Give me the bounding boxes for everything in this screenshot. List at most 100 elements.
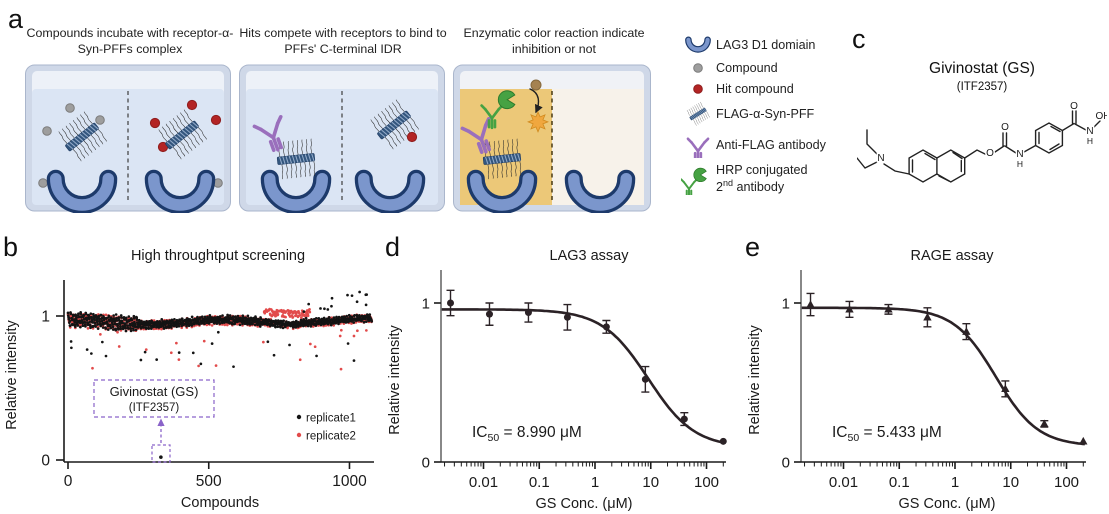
pff-fibril-docked (482, 138, 522, 180)
svg-text:0: 0 (64, 473, 73, 490)
lag3-receptor (46, 169, 118, 214)
y-axis-label: Relative intensity (4, 319, 20, 429)
pff-icon (680, 101, 716, 127)
panel-d-label: d (385, 232, 401, 262)
legend-label: Anti-FLAG antibody (716, 137, 826, 152)
legend-label: Hit compound (716, 81, 794, 96)
rage-assay-chart: RAGE assay Relative intensity GS Conc. (… (747, 248, 1088, 512)
antibody-icon (680, 132, 716, 158)
svg-text:0: 0 (782, 455, 790, 472)
legend-item-hrp: HRP conjugated 2nd antibody (680, 163, 860, 195)
panel-c-label: c (852, 24, 866, 54)
atom-label: O (1001, 122, 1009, 133)
ic50-value: IC50 = 5.433 μM (832, 424, 942, 444)
legend-item-hit: Hit compound (680, 80, 860, 98)
svg-text:0.01: 0.01 (829, 474, 858, 491)
atom-label: H (1087, 136, 1093, 146)
x-axis-label: GS Conc. (μM) (899, 496, 996, 512)
atom-label: N (1016, 149, 1023, 160)
scatter-points: 0 500 1000 0 1 (41, 280, 374, 490)
annotation-line2: (ITF2357) (129, 402, 180, 414)
svg-text:500: 500 (196, 473, 222, 490)
well-diagram-1 (25, 64, 231, 214)
svg-text:1000: 1000 (332, 473, 367, 490)
reaction-arrow (529, 88, 543, 114)
lag3-assay-chart: LAG3 assay Relative intensity GS Conc. (… (387, 248, 727, 512)
y-axis-label: Relative intensity (387, 324, 403, 434)
assay-step-1: Compounds incubate with receptor-α-Syn-P… (24, 26, 236, 218)
well-diagram-2 (239, 64, 445, 214)
svg-text:0: 0 (422, 455, 430, 472)
chart-title: RAGE assay (911, 248, 995, 264)
compound-icon (680, 59, 716, 77)
lag3-receptor (466, 169, 538, 214)
givinostat-structure: N O O N H O N H OH (857, 102, 1108, 183)
assay-step-3-title: Enzymatic color reaction indicate inhibi… (463, 26, 645, 56)
svg-text:0.1: 0.1 (529, 474, 550, 491)
annotation-line1: Givinostat (GS) (110, 384, 199, 399)
svg-text:1: 1 (41, 309, 50, 326)
panel-a-label: a (8, 4, 24, 34)
hit-dot (406, 131, 418, 143)
pff-fibril-docked (276, 138, 316, 180)
assay-step-2: Hits compete with receptors to bind to P… (238, 26, 448, 218)
legend-replicate1: replicate1 (306, 413, 356, 425)
legend-replicate2: replicate2 (306, 431, 356, 443)
atom-label: H (1017, 159, 1023, 169)
svg-text:0.1: 0.1 (889, 474, 910, 491)
givinostat-annotation: Givinostat (GS) (ITF2357) (93, 379, 215, 463)
svg-text:100: 100 (1054, 474, 1079, 491)
lag3-receptor (354, 169, 426, 214)
legend-item-lag3: LAG3 D1 domiain (680, 34, 860, 56)
hrp-secondary-antibody (480, 90, 516, 130)
atom-label: O (986, 148, 994, 159)
legend-label: Compound (716, 60, 778, 75)
lag3-icon (680, 34, 716, 56)
svg-text:100: 100 (694, 474, 719, 491)
legend-item-antibody: Anti-FLAG antibody (680, 132, 860, 158)
panel-e-label: e (745, 232, 761, 262)
hit-dots (149, 99, 222, 153)
panel-a-legend: LAG3 D1 domiain Compound Hit compound FL… (680, 34, 860, 198)
assay-step-2-title: Hits compete with receptors to bind to P… (239, 26, 447, 56)
legend-label: LAG3 D1 domiain (716, 37, 816, 52)
assay-step-1-title: Compounds incubate with receptor-α-Syn-P… (26, 26, 234, 56)
highlight-point-box (151, 444, 171, 463)
svg-text:1: 1 (422, 296, 430, 313)
svg-text:0: 0 (41, 453, 50, 470)
legend-item-pff: FLAG-α-Syn-PFF (680, 101, 860, 127)
hrp-icon (680, 163, 716, 195)
well-diagram-3 (453, 64, 651, 214)
svg-text:0.01: 0.01 (469, 474, 498, 491)
legend-label: FLAG-α-Syn-PFF (716, 106, 815, 121)
hit-compound-icon (680, 80, 716, 98)
dose-response-plot: 0.01 0.1 1 10 100 0 1 (782, 270, 1088, 491)
legend-item-compound: Compound (680, 59, 860, 77)
color-product-star (527, 110, 549, 133)
chart-title: High throughtput screening (131, 248, 305, 264)
svg-text:1: 1 (591, 474, 599, 491)
ic50-value: IC50 = 8.990 μM (472, 424, 582, 444)
compound-alt-name: (ITF2357) (956, 81, 1008, 93)
pff-fibril (370, 99, 419, 150)
svg-text:1: 1 (951, 474, 959, 491)
svg-text:1: 1 (782, 296, 790, 313)
atom-label: N (877, 153, 884, 164)
panel-b-label: b (3, 232, 19, 262)
legend-label: HRP conjugated 2nd antibody (716, 163, 808, 195)
compound-dots (38, 103, 105, 188)
substrate-dot (530, 79, 542, 91)
chart-title: LAG3 assay (550, 248, 630, 264)
atom-label: OH (1096, 111, 1108, 122)
pff-fibril (158, 109, 207, 160)
assay-step-3: Enzymatic color reaction indicate inhibi… (452, 26, 656, 218)
svg-text:10: 10 (642, 474, 659, 491)
annotation-arrowhead (157, 418, 165, 426)
lag3-receptor (144, 169, 216, 214)
pff-fibril (58, 111, 107, 162)
hts-scatter-chart: High throughtput screening Relative inte… (4, 248, 374, 511)
lag3-receptor (260, 169, 332, 214)
dose-response-plot: 0.01 0.1 1 10 100 0 1 (422, 270, 727, 491)
x-axis-label: GS Conc. (μM) (536, 496, 633, 512)
